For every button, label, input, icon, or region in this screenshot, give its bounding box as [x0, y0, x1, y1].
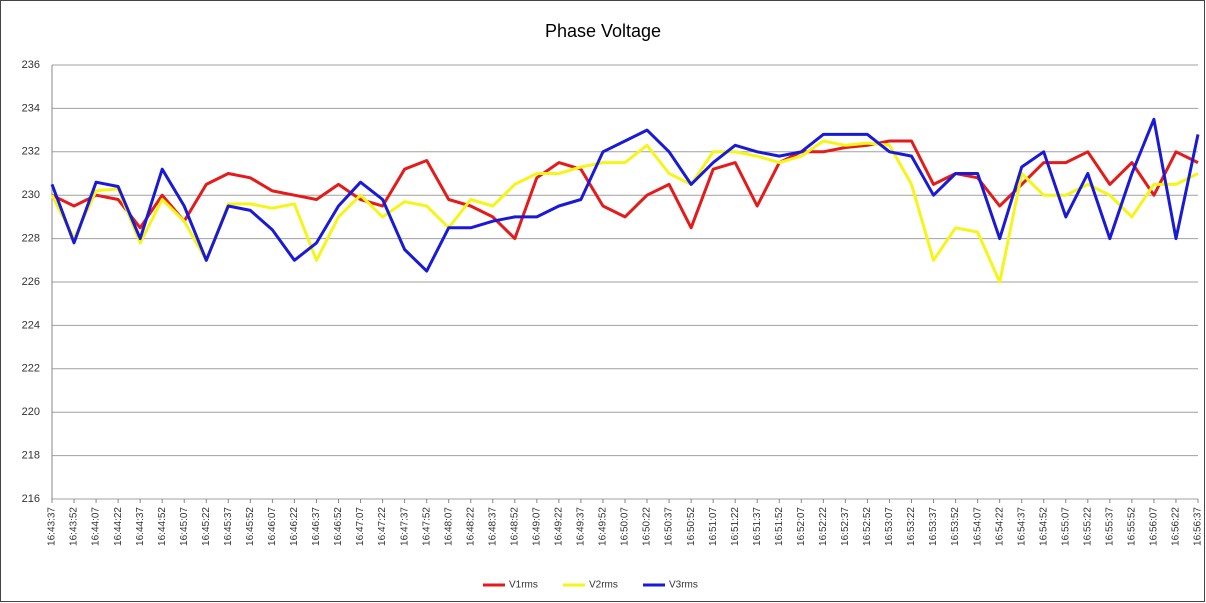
y-tick-label: 222 [22, 363, 40, 375]
x-tick-label: 16:50:07 [620, 507, 631, 546]
y-tick-label: 226 [22, 276, 40, 288]
x-tick-label: 16:46:37 [311, 507, 322, 546]
x-tick-label: 16:49:22 [554, 507, 565, 546]
y-tick-label: 232 [22, 146, 40, 158]
x-tick-label: 16:53:37 [928, 507, 939, 546]
x-tick-label: 16:52:52 [862, 507, 873, 546]
legend-label: V2rms [589, 580, 618, 591]
x-tick-label: 16:48:22 [465, 507, 476, 546]
x-tick-label: 16:50:37 [664, 507, 675, 546]
x-tick-label: 16:44:22 [113, 507, 124, 546]
x-tick-label: 16:45:37 [223, 507, 234, 546]
x-tick-label: 16:55:52 [1127, 507, 1138, 546]
x-tick-label: 16:51:22 [730, 507, 741, 546]
x-tick-label: 16:54:52 [1038, 507, 1049, 546]
x-tick-label: 16:56:07 [1149, 507, 1160, 546]
x-tick-label: 16:46:22 [289, 507, 300, 546]
x-tick-label: 16:51:37 [752, 507, 763, 546]
x-tick-label: 16:49:52 [598, 507, 609, 546]
x-tick-label: 16:44:37 [135, 507, 146, 546]
y-tick-label: 218 [22, 450, 40, 462]
x-tick-label: 16:53:07 [884, 507, 895, 546]
y-tick-label: 234 [22, 102, 40, 114]
x-tick-label: 16:51:07 [708, 507, 719, 546]
x-tick-label: 16:48:52 [509, 507, 520, 546]
y-tick-label: 224 [22, 319, 40, 331]
x-tick-label: 16:46:52 [333, 507, 344, 546]
x-tick-label: 16:50:52 [686, 507, 697, 546]
x-tick-label: 16:48:07 [443, 507, 454, 546]
y-tick-label: 236 [22, 59, 40, 71]
x-tick-label: 16:52:37 [840, 507, 851, 546]
x-tick-label: 16:49:37 [576, 507, 587, 546]
x-tick-label: 16:54:07 [972, 507, 983, 546]
x-tick-label: 16:47:52 [421, 507, 432, 546]
x-tick-label: 16:53:52 [950, 507, 961, 546]
legend-label: V3rms [669, 580, 698, 591]
x-tick-label: 16:47:37 [399, 507, 410, 546]
x-tick-label: 16:47:22 [377, 507, 388, 546]
x-tick-label: 16:47:07 [355, 507, 366, 546]
y-tick-label: 216 [22, 493, 40, 505]
x-tick-label: 16:43:52 [69, 507, 80, 546]
x-tick-label: 16:46:07 [267, 507, 278, 546]
x-tick-label: 16:55:22 [1082, 507, 1093, 546]
x-tick-label: 16:44:07 [91, 507, 102, 546]
x-tick-label: 16:53:22 [906, 507, 917, 546]
x-tick-label: 16:56:22 [1171, 507, 1182, 546]
x-tick-label: 16:52:07 [796, 507, 807, 546]
x-tick-label: 16:52:22 [818, 507, 829, 546]
legend-label: V1rms [509, 580, 538, 591]
x-tick-label: 16:45:22 [201, 507, 212, 546]
x-tick-label: 16:44:52 [157, 507, 168, 546]
x-tick-label: 16:45:07 [179, 507, 190, 546]
x-tick-label: 16:43:37 [47, 507, 58, 546]
x-tick-label: 16:54:37 [1016, 507, 1027, 546]
x-tick-label: 16:51:52 [774, 507, 785, 546]
y-tick-label: 230 [22, 189, 40, 201]
x-tick-label: 16:55:07 [1060, 507, 1071, 546]
x-tick-label: 16:55:37 [1104, 507, 1115, 546]
x-tick-label: 16:50:22 [642, 507, 653, 546]
series-line [51, 139, 1199, 241]
series-line [50, 117, 1200, 273]
x-tick-label: 16:56:37 [1193, 507, 1204, 546]
x-tick-label: 16:48:37 [487, 507, 498, 546]
x-tick-label: 16:54:22 [994, 507, 1005, 546]
x-tick-label: 16:49:07 [531, 507, 542, 546]
chart-title: Phase Voltage [545, 21, 661, 41]
series-line [50, 139, 1199, 284]
y-tick-label: 228 [22, 233, 40, 245]
x-tick-label: 16:45:52 [245, 507, 256, 546]
y-tick-label: 220 [22, 406, 40, 418]
